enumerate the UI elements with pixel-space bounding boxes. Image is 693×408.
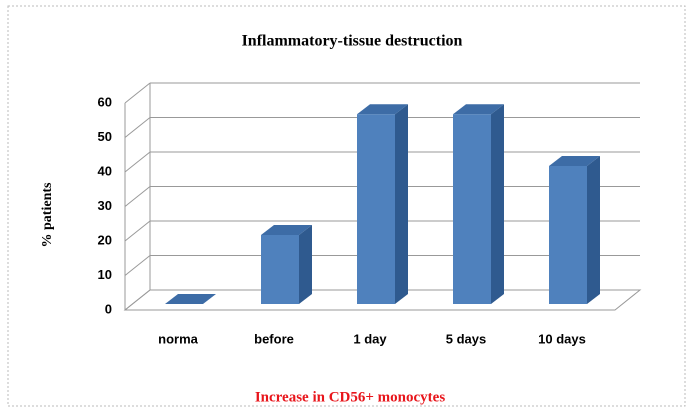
bar-top (165, 294, 216, 304)
floor (123, 289, 642, 311)
y-axis-label: % patients (40, 182, 55, 248)
bar-front (357, 114, 395, 304)
bar-side (587, 156, 600, 304)
x-tick-label: 5 days (446, 331, 486, 346)
bar (453, 104, 504, 304)
bar-top (549, 156, 600, 166)
y-tick-label: 20 (98, 232, 112, 247)
grid-line (124, 117, 151, 138)
x-tick-label: norma (158, 331, 199, 346)
grid-line (124, 255, 151, 276)
grid-line (124, 186, 151, 207)
bar-front (453, 114, 491, 304)
bar-top (453, 104, 504, 115)
x-axis-label: Increase in CD56+ monocytes (255, 389, 445, 405)
grid-line (124, 220, 151, 242)
y-tick-label: 50 (98, 129, 112, 144)
bar-top (357, 104, 408, 115)
x-tick-label: before (254, 331, 294, 346)
grid-line (124, 151, 151, 173)
bar (549, 156, 600, 304)
x-tick-label: 10 days (538, 331, 586, 346)
bar-side (395, 104, 408, 304)
x-tick-label: 1 day (353, 331, 387, 346)
bar (261, 225, 312, 304)
grid-line (124, 82, 151, 104)
chart-title: Inflammatory-tissue destruction (242, 33, 463, 50)
bar (165, 294, 216, 304)
bar-side (299, 225, 312, 304)
y-tick-label: 10 (98, 267, 112, 282)
bar (357, 104, 408, 304)
y-tick-label: 0 (105, 301, 112, 316)
y-tick-label: 60 (98, 94, 112, 109)
y-tick-label: 40 (98, 163, 112, 178)
bar-side (491, 104, 504, 304)
y-tick-label: 30 (98, 198, 112, 213)
bar-top (261, 225, 312, 235)
bar-front (261, 235, 299, 304)
bar-front (549, 166, 587, 304)
